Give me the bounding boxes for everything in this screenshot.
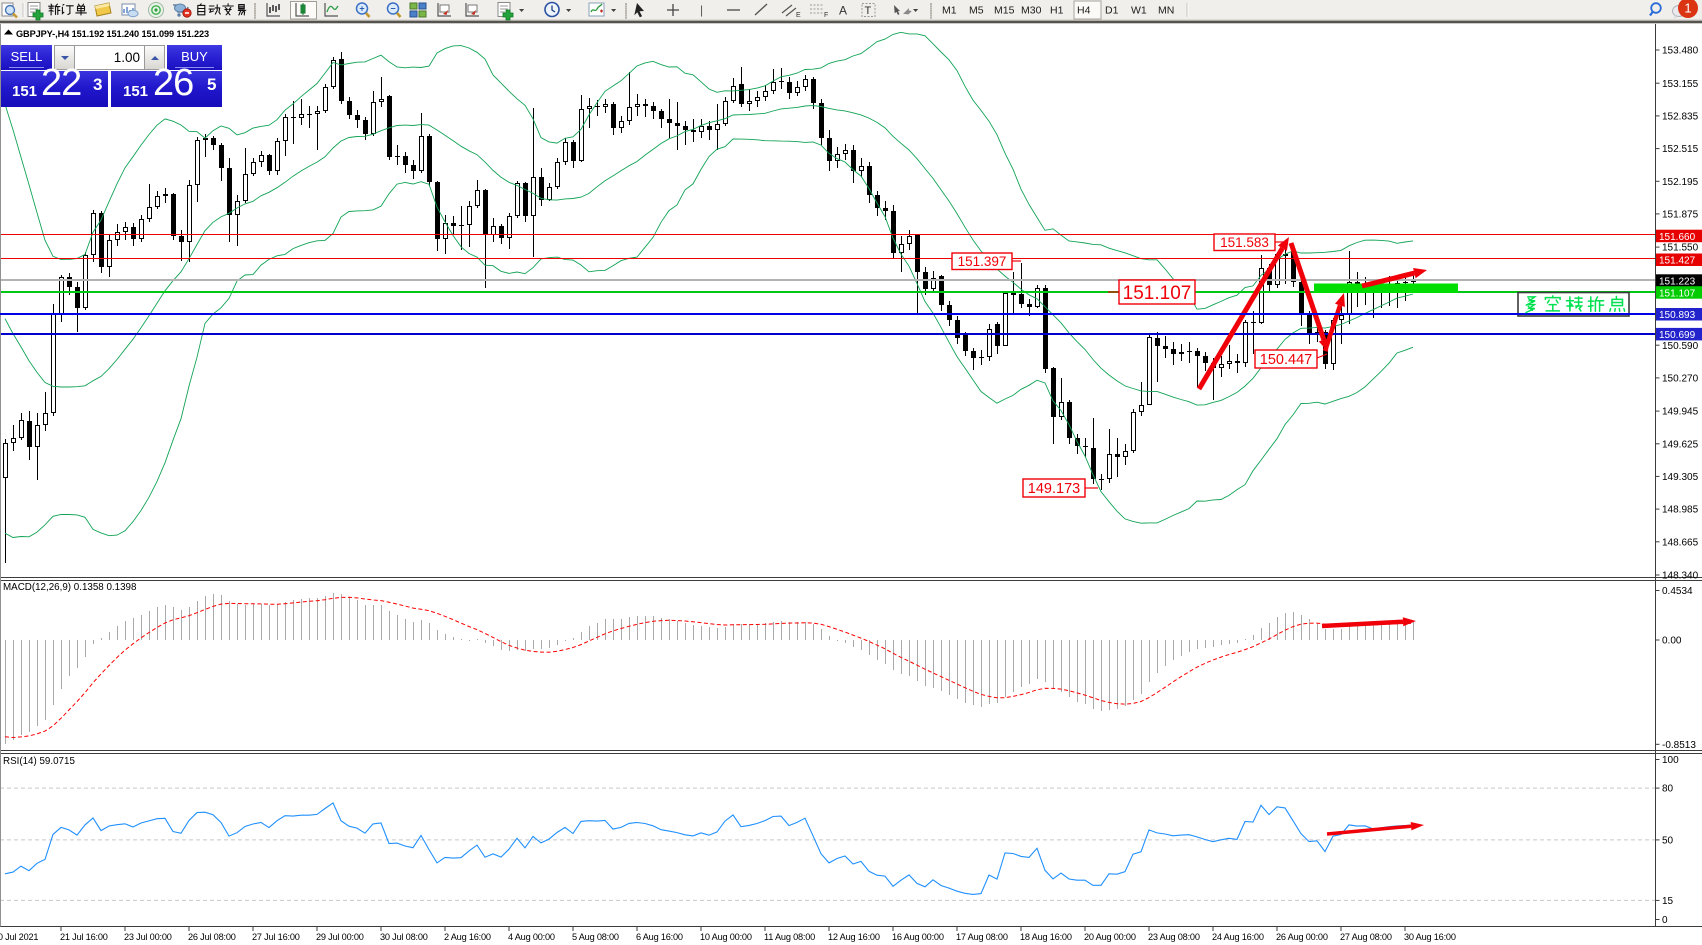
- svg-text:100: 100: [1662, 755, 1679, 766]
- svg-text:150.893: 150.893: [1659, 310, 1696, 321]
- svg-text:151.660: 151.660: [1659, 232, 1696, 243]
- svg-text:149.173: 149.173: [1028, 481, 1080, 497]
- svg-text:152.515: 152.515: [1662, 144, 1699, 155]
- svg-text:-0.8513: -0.8513: [1662, 740, 1696, 751]
- svg-text:F: F: [824, 12, 828, 19]
- svg-text:M15: M15: [994, 5, 1015, 17]
- svg-text:27 Aug 08:00: 27 Aug 08:00: [1340, 932, 1392, 942]
- svg-text:18 Aug 16:00: 18 Aug 16:00: [1020, 932, 1072, 942]
- svg-text:2 Aug 16:00: 2 Aug 16:00: [444, 932, 491, 942]
- svg-text:151.223: 151.223: [1659, 277, 1696, 288]
- svg-text:16 Aug 00:00: 16 Aug 00:00: [892, 932, 944, 942]
- svg-text:M1: M1: [942, 5, 957, 17]
- svg-text:M30: M30: [1021, 5, 1042, 17]
- svg-text:E: E: [796, 12, 801, 19]
- svg-text:T: T: [865, 5, 872, 17]
- svg-text:80: 80: [1662, 784, 1674, 795]
- svg-text:151.397: 151.397: [958, 254, 1007, 269]
- svg-text:150.447: 150.447: [1260, 352, 1312, 368]
- svg-text:1: 1: [1684, 1, 1691, 16]
- svg-text:23 Aug 08:00: 23 Aug 08:00: [1148, 932, 1200, 942]
- svg-text:151.107: 151.107: [1123, 283, 1192, 304]
- svg-text:150.590: 150.590: [1662, 341, 1699, 352]
- svg-text:153.480: 153.480: [1662, 46, 1699, 57]
- svg-text:|: |: [700, 3, 703, 17]
- svg-text:+: +: [359, 4, 364, 14]
- svg-text:150.699: 150.699: [1659, 330, 1696, 341]
- svg-text:148.665: 148.665: [1662, 537, 1699, 548]
- svg-text:149.945: 149.945: [1662, 407, 1699, 418]
- svg-text:152.835: 152.835: [1662, 112, 1699, 123]
- svg-text:148.985: 148.985: [1662, 505, 1699, 516]
- svg-text:151.875: 151.875: [1662, 210, 1699, 221]
- svg-text:M5: M5: [969, 5, 984, 17]
- svg-text:50: 50: [1662, 836, 1674, 847]
- svg-text:A: A: [839, 4, 847, 18]
- svg-text:21 Jul 16:00: 21 Jul 16:00: [60, 932, 108, 942]
- svg-text:151.427: 151.427: [1659, 256, 1696, 267]
- svg-text:150.270: 150.270: [1662, 374, 1699, 385]
- svg-text:17 Aug 08:00: 17 Aug 08:00: [956, 932, 1008, 942]
- svg-text:4 Aug 00:00: 4 Aug 00:00: [508, 932, 555, 942]
- svg-text:−: −: [390, 4, 395, 14]
- svg-text:26 Jul 08:00: 26 Jul 08:00: [188, 932, 236, 942]
- svg-text:30 Aug 16:00: 30 Aug 16:00: [1404, 932, 1456, 942]
- svg-text:29 Jul 00:00: 29 Jul 00:00: [316, 932, 364, 942]
- svg-text:MN: MN: [1158, 5, 1174, 17]
- svg-text:20 Jul 2021: 20 Jul 2021: [0, 932, 38, 942]
- svg-text:152.195: 152.195: [1662, 177, 1699, 188]
- svg-text:RSI(14) 59.0715: RSI(14) 59.0715: [3, 756, 75, 767]
- svg-text:26 Aug 00:00: 26 Aug 00:00: [1276, 932, 1328, 942]
- svg-text:151.550: 151.550: [1662, 243, 1699, 254]
- svg-text:20 Aug 00:00: 20 Aug 00:00: [1084, 932, 1136, 942]
- svg-text:148.340: 148.340: [1662, 571, 1699, 582]
- svg-text:23 Jul 00:00: 23 Jul 00:00: [124, 932, 172, 942]
- svg-text:153.155: 153.155: [1662, 79, 1699, 90]
- svg-text:H4: H4: [1077, 5, 1091, 17]
- svg-text:0: 0: [1662, 915, 1668, 926]
- svg-text:10 Aug 00:00: 10 Aug 00:00: [700, 932, 752, 942]
- svg-text:11 Aug 08:00: 11 Aug 08:00: [764, 932, 815, 942]
- svg-text:0.4534: 0.4534: [1662, 586, 1693, 597]
- svg-text:27 Jul 16:00: 27 Jul 16:00: [252, 932, 300, 942]
- svg-text:24 Aug 16:00: 24 Aug 16:00: [1212, 932, 1264, 942]
- svg-text:MACD(12,26,9) 0.1358 0.1398: MACD(12,26,9) 0.1358 0.1398: [3, 582, 137, 593]
- svg-text:GBPJPY-,H4 151.192 151.240 15: GBPJPY-,H4 151.192 151.240 151.099 151.2…: [16, 29, 209, 39]
- svg-text:12 Aug 16:00: 12 Aug 16:00: [828, 932, 880, 942]
- svg-text:0.00: 0.00: [1662, 636, 1682, 647]
- svg-text:W1: W1: [1131, 5, 1147, 17]
- svg-text:151.583: 151.583: [1220, 235, 1269, 250]
- svg-text:5 Aug 08:00: 5 Aug 08:00: [572, 932, 619, 942]
- svg-text:H1: H1: [1050, 5, 1064, 17]
- svg-text:30 Jul 08:00: 30 Jul 08:00: [380, 932, 428, 942]
- svg-text:15: 15: [1662, 896, 1674, 907]
- svg-text:149.625: 149.625: [1662, 439, 1699, 450]
- svg-text:151.107: 151.107: [1659, 288, 1696, 299]
- svg-text:6 Aug 16:00: 6 Aug 16:00: [636, 932, 683, 942]
- svg-text:149.305: 149.305: [1662, 472, 1699, 483]
- svg-text:D1: D1: [1105, 5, 1119, 17]
